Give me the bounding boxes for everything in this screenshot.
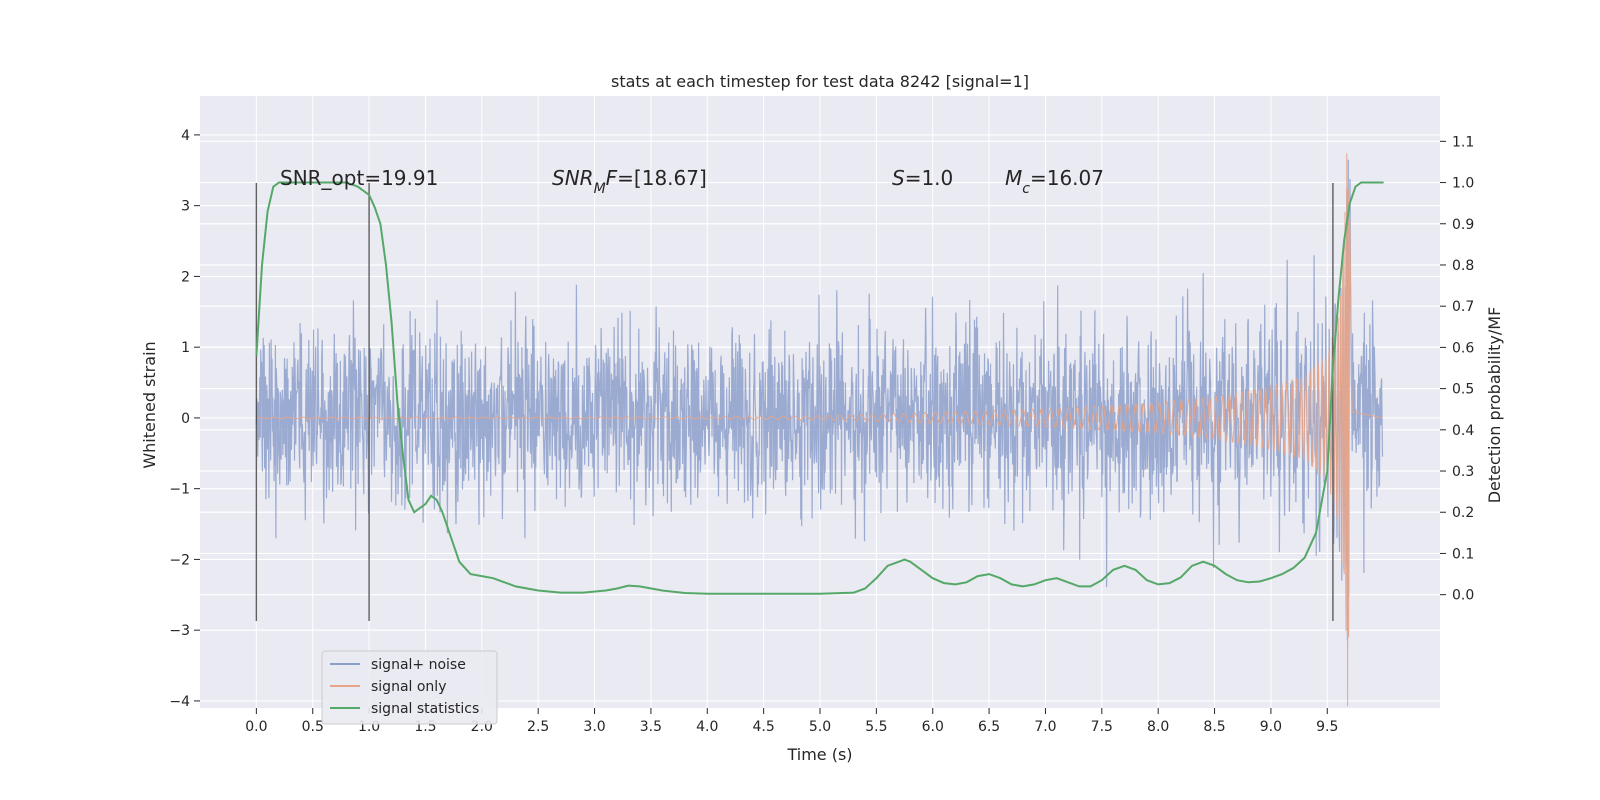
y2-axis-ticks: 0.0 0.1 0.2 0.3 0.4 0.5 0.6 0.7 0.8 0.9 1.0 1.1 [1440, 134, 1474, 604]
y2-tick-label: 0.7 [1452, 299, 1474, 315]
legend: signal+ noise signal only signal statist… [321, 650, 498, 725]
x-tick-label: 3.0 [583, 719, 605, 735]
x-tick-label: 0.5 [302, 719, 324, 735]
y-tick-label: 4 [181, 128, 190, 144]
x-tick-label: 9.0 [1260, 719, 1282, 735]
legend-label-stats: signal statistics [371, 701, 479, 717]
series-signal-only [256, 153, 1383, 707]
legend-label-noise: signal+ noise [371, 657, 466, 673]
x-tick-label: 5.5 [865, 719, 887, 735]
y2-tick-label: 0.3 [1452, 464, 1474, 480]
y2-tick-label: 0.1 [1452, 546, 1474, 562]
y-tick-label: −3 [169, 623, 190, 639]
x-tick-label: 7.5 [1091, 719, 1113, 735]
y2-tick-label: 0.6 [1452, 340, 1474, 356]
y-tick-label: 1 [181, 340, 190, 356]
x-tick-label: 8.5 [1203, 719, 1225, 735]
annotation-snr-opt: SNR_opt=19.91 [280, 166, 438, 190]
x-tick-label: 2.5 [527, 719, 549, 735]
series-signal-statistics [255, 181, 1384, 595]
y2-tick-label: 0.0 [1452, 588, 1474, 604]
x-tick-label: 6.5 [978, 719, 1000, 735]
legend-box [321, 650, 498, 725]
x-tick-label: 6.0 [922, 719, 944, 735]
vertical-lines [255, 183, 1334, 621]
annotation-snr-mf: SNRMF=[18.67] [552, 166, 707, 197]
series-signal-noise [255, 159, 1384, 642]
x-tick-label: 3.5 [640, 719, 662, 735]
y2-tick-label: 0.4 [1452, 423, 1474, 439]
x-tick-label: 7.0 [1034, 719, 1056, 735]
y-tick-label: 0 [181, 411, 190, 427]
y-axis-label: Whitened strain [140, 341, 159, 468]
x-axis-ticks: 0.0 0.5 1.0 1.5 2.0 2.5 3.0 3.5 4.0 4.5 5.0 5.5 6.0 6… [245, 708, 1338, 735]
y2-axis-label: Detection probability/MF [1485, 307, 1504, 504]
x-axis-label: Time (s) [786, 745, 852, 764]
y-tick-label: −1 [169, 482, 190, 498]
x-tick-label: 8.0 [1147, 719, 1169, 735]
x-tick-label: 9.5 [1316, 719, 1338, 735]
y-axis-ticks: −4 −3 −2 −1 0 1 2 3 4 [169, 128, 200, 710]
y2-tick-label: 0.2 [1452, 505, 1474, 521]
y2-tick-label: 0.9 [1452, 217, 1474, 233]
annotation-mc: Mc=16.07 [1005, 166, 1104, 197]
y2-tick-label: 1.1 [1452, 134, 1474, 150]
y-tick-label: 2 [181, 269, 190, 285]
y2-tick-label: 0.8 [1452, 258, 1474, 274]
x-tick-label: 0.0 [245, 719, 267, 735]
x-tick-label: 4.0 [696, 719, 718, 735]
y-tick-label: −4 [169, 694, 190, 710]
chart-title: stats at each timestep for test data 824… [611, 72, 1029, 91]
x-tick-label: 5.0 [809, 719, 831, 735]
y2-tick-label: 0.5 [1452, 382, 1474, 398]
x-tick-label: 4.5 [753, 719, 775, 735]
y-tick-label: −2 [169, 552, 190, 568]
legend-label-signal: signal only [371, 679, 446, 695]
annotation-s: S=1.0 [892, 166, 953, 190]
y-tick-label: 3 [181, 199, 190, 215]
y2-tick-label: 1.0 [1452, 176, 1474, 192]
